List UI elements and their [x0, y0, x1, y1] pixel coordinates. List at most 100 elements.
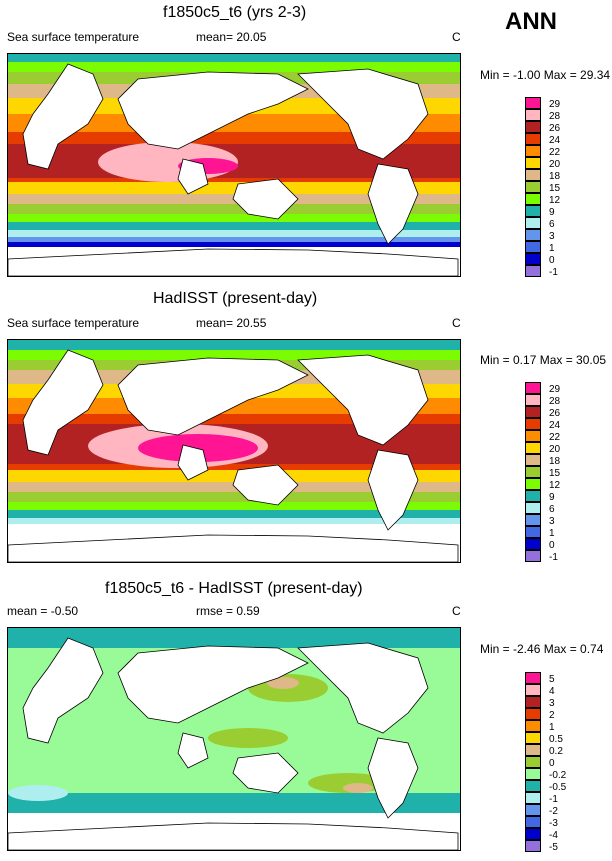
legend-swatch [525, 121, 541, 133]
legend-swatch [525, 478, 541, 490]
legend-swatch [525, 406, 541, 418]
legend-swatch [525, 109, 541, 121]
panel3-title: f1850c5_t6 - HadISST (present-day) [105, 580, 363, 597]
panel1-legend: 29 28 26 24 22 20 18 15 12 9 6 3 1 0 -1 [525, 97, 560, 278]
legend-swatch [525, 133, 541, 145]
panel1-sst-field [8, 54, 460, 276]
panel3-mean: mean = -0.50 [7, 604, 79, 618]
legend-swatch [525, 744, 541, 756]
panel3-minmax: Min = -2.46 Max = 0.74 [480, 642, 604, 656]
legend-label: 22 [549, 432, 561, 443]
legend-swatch [525, 696, 541, 708]
panel1-units: C [452, 30, 461, 44]
legend-swatch [525, 253, 541, 265]
legend-swatch [525, 229, 541, 241]
legend-swatch [525, 169, 541, 181]
legend-swatch [525, 442, 541, 454]
panel1-title: f1850c5_t6 (yrs 2-3) [163, 4, 307, 21]
legend-swatch [525, 538, 541, 550]
legend-swatch [525, 816, 541, 828]
legend-label: 0.2 [549, 746, 563, 757]
legend-swatch [525, 828, 541, 840]
legend-swatch [525, 193, 541, 205]
legend-label: 5 [549, 674, 555, 685]
legend-swatch [525, 217, 541, 229]
legend-swatch [525, 181, 541, 193]
legend-swatch [525, 780, 541, 792]
legend-swatch [525, 265, 541, 277]
legend-label: -2 [549, 806, 558, 817]
legend-swatch [525, 684, 541, 696]
legend-swatch [525, 241, 541, 253]
panel3-units: C [452, 604, 461, 618]
legend-label: 0 [549, 758, 555, 769]
legend-label: 24 [549, 420, 561, 431]
legend-label: 29 [549, 384, 561, 395]
legend-swatch [525, 550, 541, 562]
legend-swatch [525, 97, 541, 109]
legend-swatch [525, 708, 541, 720]
legend-label: -4 [549, 830, 558, 841]
legend-label: 6 [549, 219, 555, 230]
legend-label: 3 [549, 231, 555, 242]
legend-label: 12 [549, 480, 561, 491]
legend-label: 18 [549, 456, 561, 467]
panel2-variable: Sea surface temperature [7, 316, 140, 330]
legend-label: 0 [549, 255, 555, 266]
legend-label: 15 [549, 468, 561, 479]
legend-label: 18 [549, 171, 561, 182]
legend-label: -5 [549, 842, 558, 853]
legend-swatch [525, 840, 541, 852]
legend-label: 4 [549, 686, 555, 697]
panel2-mean: mean= 20.55 [196, 316, 267, 330]
legend-label: 26 [549, 408, 561, 419]
legend-label: 20 [549, 444, 561, 455]
season-label: ANN [505, 8, 557, 35]
panel1-minmax: Min = -1.00 Max = 29.34 [480, 68, 611, 82]
panel2-minmax: Min = 0.17 Max = 30.05 [480, 353, 607, 367]
panel1-variable: Sea surface temperature [7, 30, 140, 44]
legend-label: 9 [549, 492, 555, 503]
legend-swatch [525, 756, 541, 768]
legend-label: 0 [549, 540, 555, 551]
panel3-diff-field [8, 628, 460, 850]
legend-swatch [525, 430, 541, 442]
panel2-sst-field [8, 340, 460, 562]
legend-label: -1 [549, 267, 558, 278]
panel1-mean: mean= 20.05 [196, 30, 267, 44]
legend-label: 28 [549, 111, 561, 122]
legend-swatch [525, 382, 541, 394]
legend-swatch [525, 454, 541, 466]
legend-label: 26 [549, 123, 561, 134]
panel2-legend: 29 28 26 24 22 20 18 15 12 9 6 3 1 0 -1 [525, 382, 560, 563]
legend-label: 1 [549, 528, 555, 539]
legend-label: 0.5 [549, 734, 563, 745]
legend-swatch [525, 768, 541, 780]
legend-label: 3 [549, 698, 555, 709]
panel2-title: HadISST (present-day) [153, 290, 318, 307]
legend-label: 1 [549, 243, 555, 254]
legend-swatch [525, 514, 541, 526]
legend-swatch [525, 792, 541, 804]
panel3-rmse: rmse = 0.59 [196, 604, 260, 618]
legend-label: -1 [549, 794, 558, 805]
legend-swatch [525, 157, 541, 169]
legend-label: 22 [549, 147, 561, 158]
legend-swatch [525, 490, 541, 502]
legend-label: 15 [549, 183, 561, 194]
legend-label: 24 [549, 135, 561, 146]
legend-label: -0.5 [549, 782, 567, 793]
legend-swatch [525, 466, 541, 478]
legend-label: 1 [549, 722, 555, 733]
legend-label: -0.2 [549, 770, 567, 781]
legend-swatch [525, 145, 541, 157]
panel2-units: C [452, 316, 461, 330]
legend-swatch [525, 672, 541, 684]
legend-swatch [525, 418, 541, 430]
panel1-map [7, 53, 461, 277]
legend-label: 29 [549, 99, 561, 110]
panel2-map [7, 339, 461, 563]
legend-swatch [525, 804, 541, 816]
legend-label: 2 [549, 710, 555, 721]
legend-swatch [525, 205, 541, 217]
